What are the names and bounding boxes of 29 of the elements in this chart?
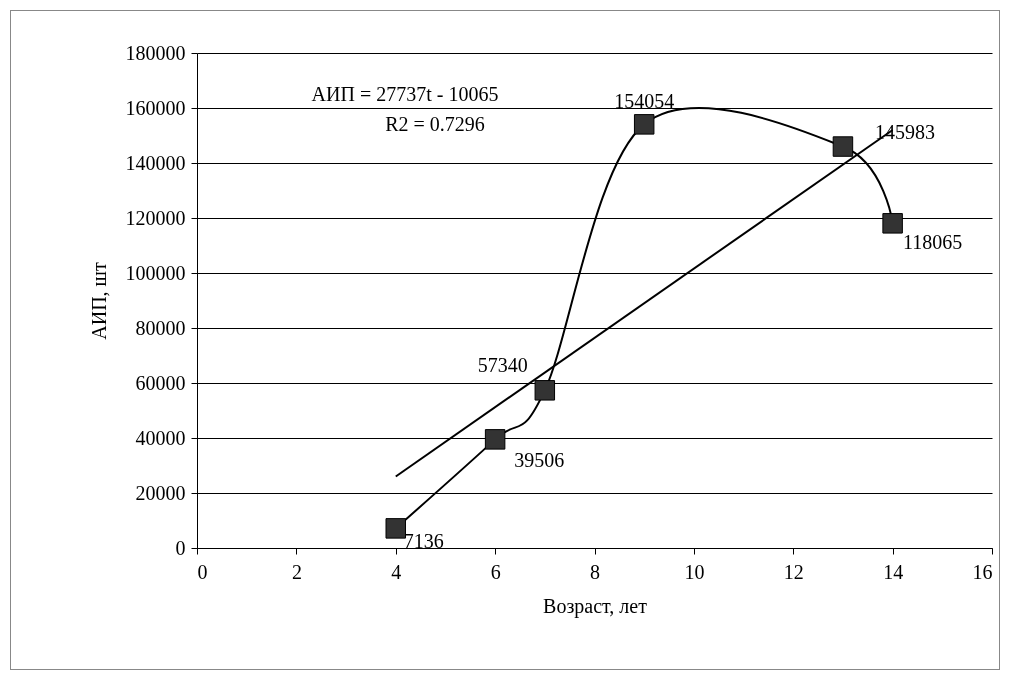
x-tick-label: 10 — [684, 560, 705, 583]
x-tick-label: 4 — [391, 560, 402, 583]
data-label: 118065 — [902, 231, 963, 254]
y-tick-label: 60000 — [135, 371, 186, 394]
y-tick-label: 80000 — [135, 316, 186, 339]
x-tick-label: 2 — [291, 560, 302, 583]
x-tick-label: 16 — [972, 560, 993, 583]
x-tick-label: 8 — [590, 560, 600, 583]
data-label: 57340 — [477, 354, 528, 377]
y-tick-label: 40000 — [135, 426, 186, 449]
y-axis-title: АИП, шт — [87, 262, 110, 340]
data-label: 154054 — [614, 90, 675, 113]
data-label: 39506 — [514, 449, 565, 472]
data-label: 7136 — [403, 530, 444, 553]
data-label: 145983 — [874, 120, 935, 143]
annotation: R2 = 0.7296 — [385, 113, 485, 135]
y-tick-label: 100000 — [125, 261, 186, 284]
x-tick-label: 6 — [490, 560, 501, 583]
x-tick-label: 12 — [783, 560, 804, 583]
y-tick-label: 0 — [175, 536, 186, 559]
annotation: АИП = 27737t - 10065 — [311, 83, 499, 105]
x-tick-label: 0 — [197, 560, 208, 583]
x-tick-label: 14 — [883, 560, 904, 583]
y-tick-label: 20000 — [135, 481, 186, 504]
y-tick-label: 180000 — [125, 41, 186, 64]
y-tick-label: 140000 — [125, 151, 186, 174]
x-axis-title: Возраст, лет — [543, 594, 648, 618]
y-tick-label: 120000 — [125, 206, 186, 229]
y-tick-label: 160000 — [125, 96, 186, 119]
